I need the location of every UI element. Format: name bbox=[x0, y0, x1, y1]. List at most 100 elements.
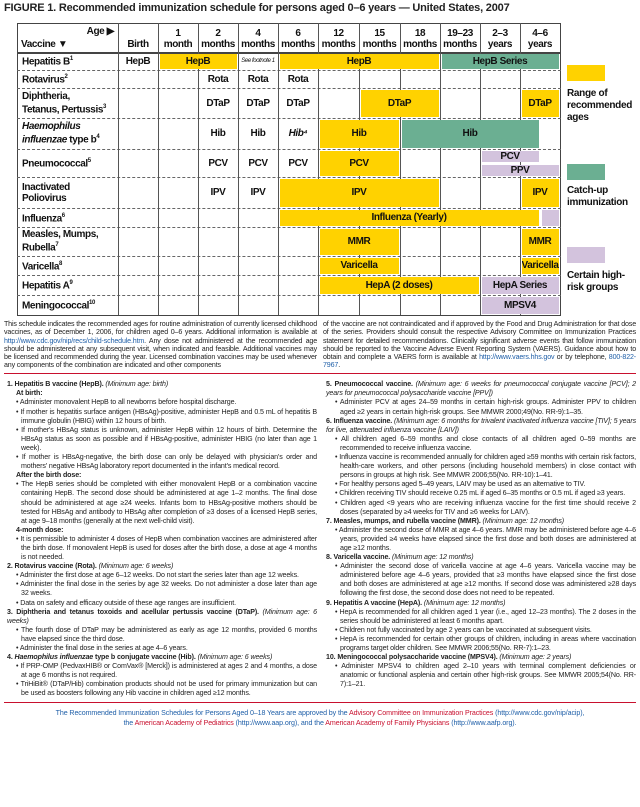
column-divider bbox=[318, 227, 319, 256]
column-divider bbox=[359, 295, 360, 315]
column-divider bbox=[198, 256, 199, 275]
column-divider bbox=[440, 52, 441, 70]
footnote-bullet: All children aged 6–59 months and close … bbox=[323, 435, 636, 453]
age-unit: months bbox=[362, 39, 397, 50]
minimum-age: (Minimum age: 2 years) bbox=[499, 653, 572, 662]
column-divider bbox=[158, 208, 159, 227]
footnote-heading: 1. Hepatitis B vaccine (HepB). (Minimum … bbox=[4, 380, 317, 389]
footnote-bullet: TriHiBit® (DTaP/Hib) combination product… bbox=[4, 680, 317, 698]
minimum-age: (Minimum age: 6 months for trivalent ina… bbox=[326, 416, 636, 434]
age-column-header: 19–23 months bbox=[440, 28, 480, 50]
column-divider bbox=[278, 149, 279, 177]
footnote-ref[interactable]: 6 bbox=[61, 212, 65, 219]
footnote-heading: 9. Hepatitis A vaccine (HepA). (Minimum … bbox=[323, 599, 636, 608]
column-divider bbox=[278, 295, 279, 315]
child-schedule-link[interactable]: http://www.cdc.gov/nip/recs/child-schedu… bbox=[4, 336, 145, 345]
vaccine-name-text: influenzae type b bbox=[22, 134, 97, 146]
footnote-ref[interactable]: 1 bbox=[69, 56, 73, 63]
aap-url[interactable]: (http://www.aap.org), and the bbox=[233, 718, 326, 727]
footnote-ref[interactable]: 10 bbox=[89, 300, 95, 307]
column-divider bbox=[440, 149, 441, 177]
column-divider bbox=[318, 149, 319, 177]
footnote-number: 6. bbox=[326, 416, 332, 425]
legend-label: Catch-up immunization bbox=[567, 185, 628, 208]
row-divider bbox=[17, 70, 561, 71]
footnote-ref[interactable]: 9 bbox=[69, 280, 73, 287]
vaers-phone-link[interactable]: 800-822-7967 bbox=[323, 353, 636, 370]
vaccine-name-text: Inactivated bbox=[22, 181, 70, 193]
minimum-age: (Minimum age: 12 months) bbox=[423, 598, 506, 607]
footnote-bullet: If PRP-OMP (PedvaxHIB® or ComVax® [Merck… bbox=[4, 662, 317, 680]
column-divider bbox=[158, 227, 159, 256]
column-divider bbox=[118, 227, 119, 256]
footnote-ref[interactable]: 7 bbox=[55, 242, 59, 249]
acip-name: Advisory Committee on Immunization Pract… bbox=[349, 709, 494, 718]
column-divider bbox=[198, 208, 199, 227]
row-divider bbox=[17, 149, 561, 150]
footnote-ref[interactable]: 3 bbox=[102, 103, 106, 110]
age-value: 1 bbox=[175, 28, 181, 39]
divider bbox=[4, 701, 636, 704]
footer-text: The Recommended Immunization Schedules f… bbox=[55, 709, 349, 718]
highrisk-bar: PPV bbox=[481, 164, 559, 176]
vaccine-name-text: Rubella bbox=[22, 242, 56, 254]
column-divider bbox=[520, 177, 521, 208]
column-divider bbox=[318, 295, 319, 315]
acip-url[interactable]: (http://www.cdc.gov/nip/acip), bbox=[493, 709, 585, 718]
vaccine-name: Varicella8 bbox=[18, 256, 118, 275]
intro-text: This schedule indicates the recommended … bbox=[4, 320, 317, 337]
column-divider bbox=[520, 23, 521, 52]
vaccine-name-text: Haemophilus bbox=[22, 121, 81, 133]
dose-label: PCV bbox=[248, 157, 268, 169]
age-column-header: Birth bbox=[118, 28, 158, 50]
dose-label: PCV bbox=[208, 157, 228, 169]
column-divider bbox=[480, 227, 481, 256]
column-divider bbox=[440, 295, 441, 315]
row-divider bbox=[17, 275, 561, 276]
footnote-ref[interactable]: 8 bbox=[59, 260, 62, 267]
row-divider bbox=[17, 208, 561, 209]
column-divider bbox=[359, 23, 360, 52]
highrisk-bar: PCV bbox=[481, 150, 539, 162]
routine-bar: Varicella bbox=[319, 257, 399, 274]
footnotes-row: 1. Hepatitis B vaccine (HepB). (Minimum … bbox=[4, 380, 636, 698]
vaers-link[interactable]: http://www.vaers.hhs.gov bbox=[479, 353, 555, 362]
footnotes-left: 1. Hepatitis B vaccine (HepB). (Minimum … bbox=[4, 380, 317, 698]
legend-swatch-routine bbox=[567, 65, 605, 81]
aafp-url[interactable]: (http://www.aafp.org). bbox=[449, 718, 517, 727]
column-divider bbox=[400, 118, 401, 149]
column-divider bbox=[118, 256, 119, 275]
column-divider bbox=[400, 23, 401, 52]
footnote-ref[interactable]: 4 bbox=[96, 134, 100, 141]
column-divider bbox=[400, 149, 401, 177]
footnote-bullet: Data on safety and efficacy outside of t… bbox=[4, 599, 317, 608]
footnote-bullet: Administer PCV at ages 24–59 months in c… bbox=[323, 398, 636, 416]
column-divider bbox=[118, 23, 119, 52]
dose-label: Rota bbox=[247, 73, 269, 85]
aap-name: American Academy of Pediatrics bbox=[134, 718, 234, 727]
column-divider bbox=[238, 227, 239, 256]
footnote-title: Varicella vaccine. bbox=[333, 553, 391, 562]
column-divider bbox=[198, 149, 199, 177]
column-divider bbox=[118, 70, 119, 88]
column-divider bbox=[118, 275, 119, 295]
column-divider bbox=[318, 118, 319, 149]
footnote-title: Hepatitis A vaccine (HepA). bbox=[333, 598, 423, 607]
routine-bar: Influenza (Yearly) bbox=[279, 209, 539, 226]
footnote-ref[interactable]: 2 bbox=[64, 74, 68, 81]
vaccine-name: Meningococcal10 bbox=[18, 295, 118, 315]
vaccine-name: Pneumococcal5 bbox=[18, 149, 118, 177]
age-unit: month bbox=[163, 39, 193, 50]
vaccine-name-text: Pneumococcal bbox=[22, 158, 88, 170]
age-column-header: 4–6 years bbox=[520, 28, 560, 50]
routine-bar: MMR bbox=[521, 228, 559, 255]
footnote-bullet: Administer the first dose at age 6–12 we… bbox=[4, 571, 317, 580]
column-divider bbox=[400, 256, 401, 275]
footnote-ref[interactable]: 5 bbox=[87, 158, 91, 165]
column-divider bbox=[238, 208, 239, 227]
column-divider bbox=[480, 149, 481, 177]
footnote-heading: 8. Varicella vaccine. (Minimum age: 12 m… bbox=[323, 553, 636, 562]
footnote-number: 5. bbox=[326, 380, 332, 389]
routine-bar: Varicella bbox=[521, 257, 559, 274]
legend-label: Range of recommended ages bbox=[567, 88, 633, 123]
